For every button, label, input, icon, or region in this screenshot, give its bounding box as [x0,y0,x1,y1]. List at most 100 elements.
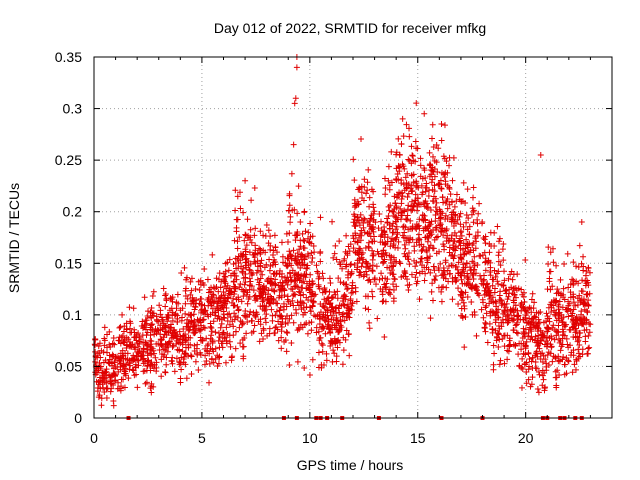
data-point [139,318,146,325]
data-point [390,287,397,294]
data-point [299,279,306,286]
data-point [383,252,390,259]
data-point [243,330,250,337]
data-point [296,326,303,333]
data-point [580,253,587,260]
data-point [268,286,275,293]
data-point [523,369,530,376]
data-point [212,329,219,336]
data-point [351,213,358,220]
data-point [366,319,373,326]
data-point [382,191,389,198]
data-point [148,380,155,387]
data-point [119,311,126,318]
data-point [559,304,566,311]
data-point [397,260,404,267]
data-point [355,251,362,258]
data-point [555,289,562,296]
data-point [216,295,223,302]
data-point [304,330,311,337]
data-point [342,296,349,303]
data-point [237,280,244,287]
data-point [281,287,288,294]
data-point [410,157,417,164]
data-point [95,343,102,350]
data-point [294,271,301,278]
data-point [577,299,584,306]
data-point [435,145,442,152]
data-point [279,315,286,322]
data-point [451,203,458,210]
data-point [335,275,342,282]
data-point [570,281,577,288]
data-point [219,338,226,345]
data-point [287,300,294,307]
data-point [248,197,255,204]
data-point [399,224,406,231]
data-point [163,314,170,321]
data-point [386,264,393,271]
data-point [407,217,414,224]
data-point [257,260,264,267]
data-point [187,334,194,341]
data-point [515,312,522,319]
data-point [393,234,400,241]
data-point [183,375,190,382]
data-point [279,253,286,260]
data-point [409,223,416,230]
data-point [570,291,577,298]
data-point [315,349,322,356]
data-point [484,339,491,346]
data-point [206,350,213,357]
data-point [140,348,147,355]
data-point [554,286,561,293]
data-point [192,286,199,293]
x-tick-label: 0 [90,430,98,446]
data-point [535,341,542,348]
data-point [309,356,316,363]
data-point [183,320,190,327]
data-point [247,226,254,233]
data-point [539,382,546,389]
data-point [343,286,350,293]
data-point [500,257,507,264]
data-point [284,263,291,270]
data-point [162,368,169,375]
data-point [301,364,308,371]
data-point [469,241,476,248]
data-point [528,305,535,312]
data-point [474,289,481,296]
data-point [387,291,394,298]
data-point [148,389,155,396]
data-point [313,329,320,336]
data-point [548,309,555,316]
data-point [307,233,314,240]
y-tick-label: 0 [74,410,82,426]
data-point [303,265,310,272]
data-point [275,294,282,301]
data-point [484,280,491,287]
data-point [433,141,440,148]
data-point-outlier [290,141,297,148]
data-point [556,298,563,305]
data-point [386,207,393,214]
data-point [187,278,194,285]
data-point [527,326,534,333]
data-point [492,298,499,305]
data-point [563,306,570,313]
data-point [322,309,329,316]
data-point [274,326,281,333]
data-point-outlier [578,219,585,226]
data-point [353,298,360,305]
data-point [209,291,216,298]
data-point [577,353,584,360]
data-point [201,265,208,272]
data-point [462,289,469,296]
data-point [570,306,577,313]
data-point [341,317,348,324]
data-point [381,175,388,182]
data-point [339,361,346,368]
data-point [443,235,450,242]
data-point [550,259,557,266]
data-point [546,278,553,285]
